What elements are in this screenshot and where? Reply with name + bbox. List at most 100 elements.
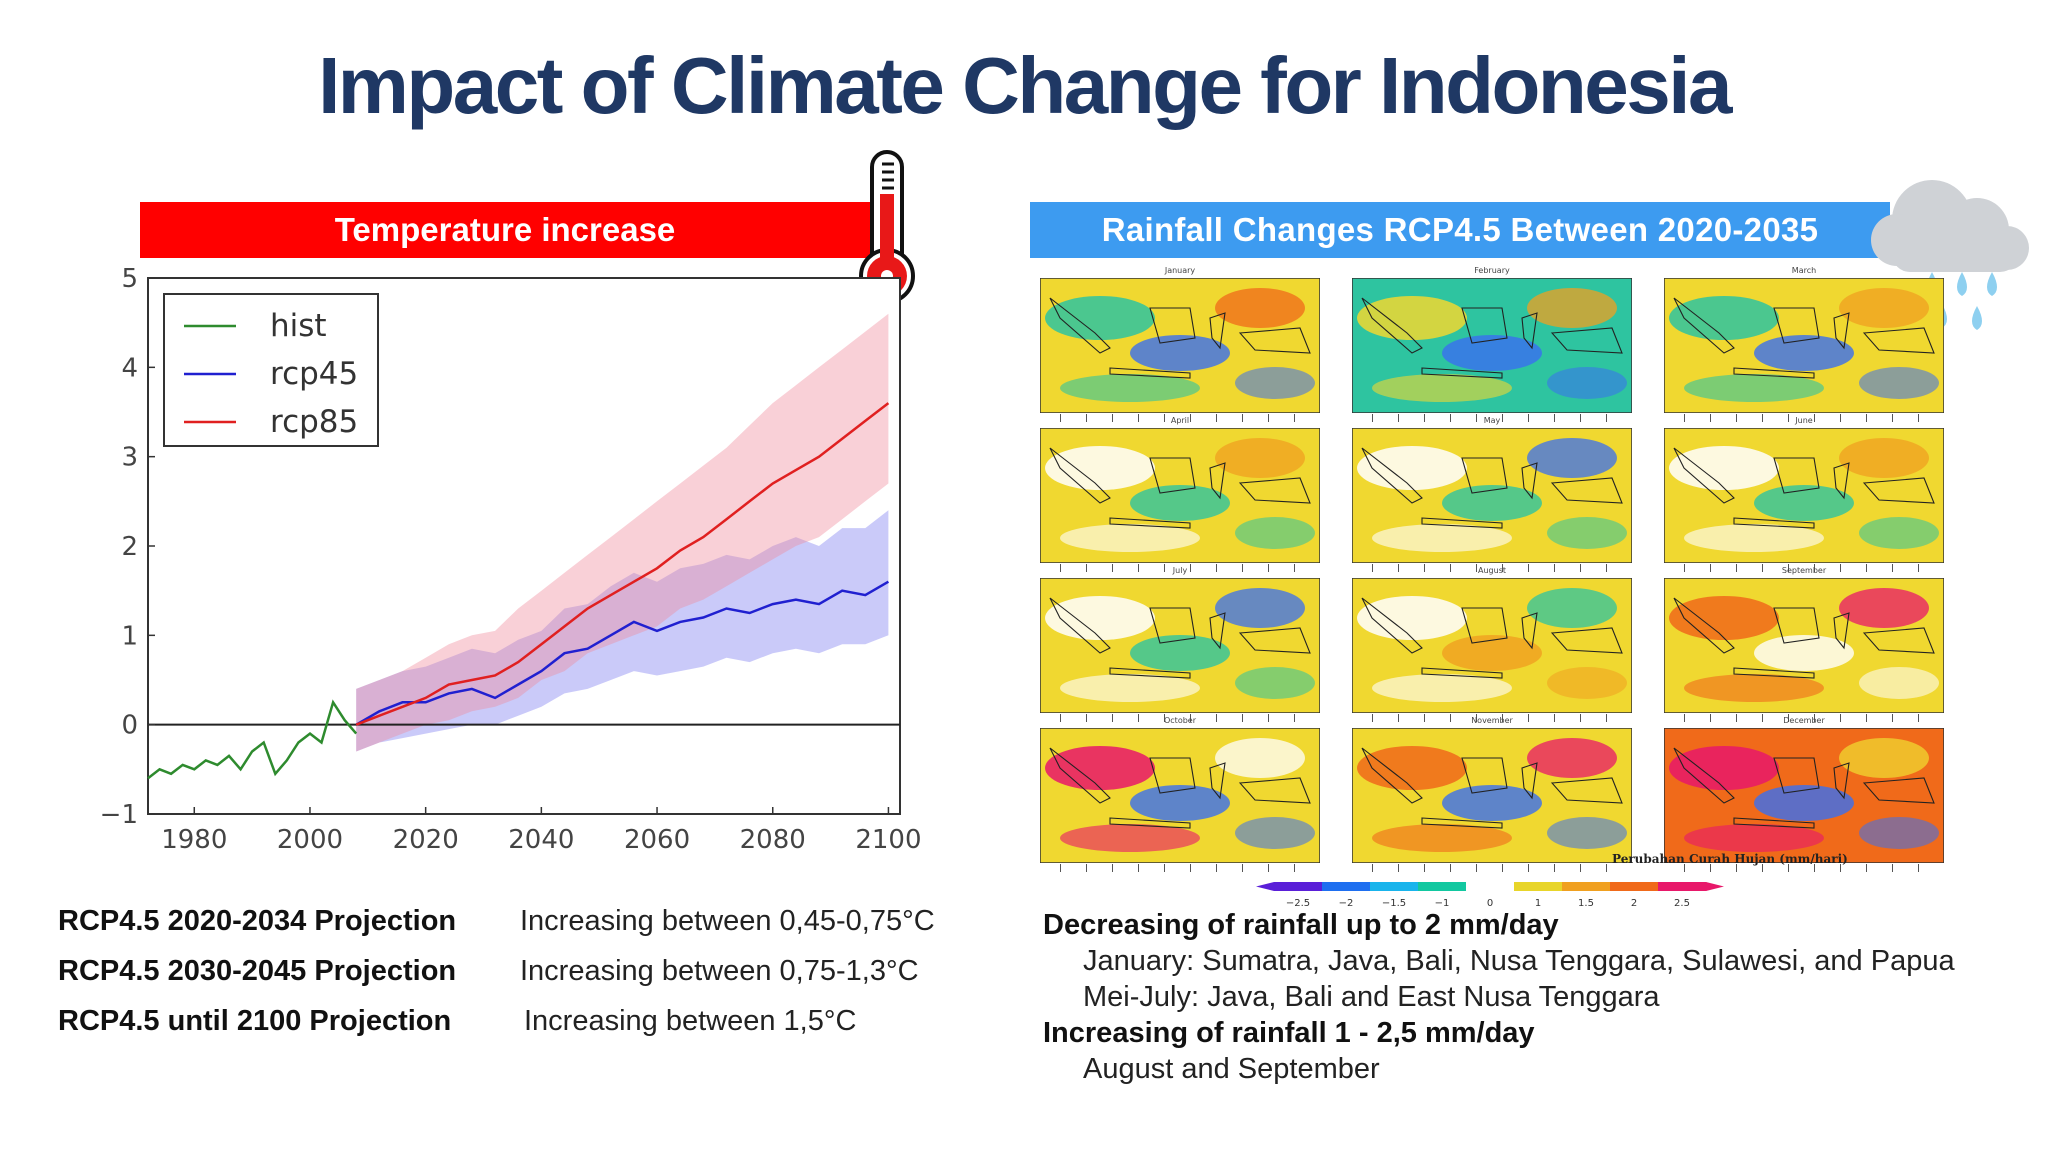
colorbar-segment: [1322, 882, 1371, 891]
temperature-chart: −1 0 1 2 3 4 5 1980 2000 2020 2040 2060 2080 2100 hi…: [100, 264, 922, 855]
projection-row: RCP4.5 2020-2034 Projection Increasing b…: [58, 905, 988, 955]
x-tick-label: 2040: [508, 825, 574, 855]
rainfall-decrease-heading: Decreasing of rainfall up to 2 mm/day: [1043, 909, 1559, 941]
series-line-rcp45: [355, 580, 890, 726]
colorbar-low-arrow: [1256, 882, 1274, 891]
colorbar-label: 0: [1487, 898, 1493, 909]
maps-caption: Perubahan Curah Hujan (mm/hari): [1612, 852, 1848, 866]
rainfall-map: [1663, 577, 1945, 714]
map-month-label: February: [1474, 266, 1510, 275]
y-tick-label: −1: [100, 800, 138, 830]
colorbar-segment: [1562, 882, 1611, 891]
y-tick-label: 0: [121, 711, 138, 741]
map-axis-ticks: [1060, 414, 1320, 422]
y-tick-label: 1: [121, 621, 138, 651]
map-axis-ticks: [1684, 564, 1944, 572]
map-axis-ticks: [1684, 714, 1944, 722]
y-tick-label: 4: [121, 353, 138, 383]
map-month-label: September: [1781, 566, 1827, 575]
map-month-label: November: [1471, 716, 1513, 725]
rainfall-map-panel: October: [1039, 716, 1321, 872]
rainfall-map: [1663, 727, 1945, 864]
rainfall-map-panel: November: [1351, 716, 1633, 872]
colorbar-segment: [1514, 882, 1563, 891]
rainfall-decrease-item: January: Sumatra, Java, Bali, Nusa Tengg…: [1083, 945, 1955, 977]
rainfall-map: [1039, 577, 1321, 714]
rain-cloud-icon: [1871, 180, 2029, 330]
projection-table: RCP4.5 2020-2034 Projection Increasing b…: [58, 905, 988, 1055]
rainfall-map-panel: May: [1351, 416, 1633, 572]
x-tick-label: 2060: [624, 825, 690, 855]
y-tick-label: 2: [121, 532, 138, 562]
colorbar-label: −2: [1339, 898, 1354, 909]
y-tick-label: 3: [121, 443, 138, 473]
rainfall-map-panel: June: [1663, 416, 1945, 572]
map-month-label: April: [1170, 416, 1190, 425]
colorbar-segment: [1418, 882, 1467, 891]
colorbar-label: 2: [1631, 898, 1637, 909]
x-tick-label: 2080: [740, 825, 806, 855]
x-tick-label: 1980: [161, 825, 227, 855]
rainfall-map: [1351, 277, 1633, 414]
map-axis-ticks: [1684, 864, 1944, 872]
rainfall-map-panel: March: [1663, 266, 1945, 422]
rainfall-increase-heading: Increasing of rainfall 1 - 2,5 mm/day: [1043, 1017, 1535, 1049]
rainfall-map: [1039, 727, 1321, 864]
rainfall-maps-grid: January February March: [1030, 266, 1950, 872]
rainfall-header: Rainfall Changes RCP4.5 Between 2020-203…: [1030, 202, 1890, 258]
rainfall-map-panel: February: [1351, 266, 1633, 422]
map-axis-ticks: [1060, 564, 1320, 572]
projection-value: Increasing between 0,45-0,75°C: [520, 905, 935, 937]
rainfall-map: [1663, 427, 1945, 564]
projection-label: RCP4.5 until 2100 Projection: [58, 1005, 452, 1037]
rainfall-map-panel: September: [1663, 566, 1945, 722]
rainfall-map: [1351, 577, 1633, 714]
map-axis-ticks: [1372, 564, 1632, 572]
projection-label: RCP4.5 2030-2045 Projection: [58, 955, 457, 987]
colorbar-high-arrow: [1706, 882, 1724, 891]
colorbar-segment: [1658, 882, 1707, 891]
x-tick-label: 2020: [393, 825, 459, 855]
rainfall-increase-item: August and September: [1083, 1053, 1380, 1085]
colorbar-label: 2.5: [1674, 898, 1690, 909]
rainfall-map: [1663, 277, 1945, 414]
y-tick-label: 5: [121, 264, 138, 294]
series-line-hist: [147, 699, 358, 780]
temperature-header: Temperature increase: [140, 202, 870, 258]
projection-value: Increasing between 1,5°C: [524, 1005, 857, 1037]
rainfall-map-panel: January: [1039, 266, 1321, 422]
legend-label-rcp45: rcp45: [270, 356, 358, 392]
map-month-label: January: [1164, 266, 1196, 275]
projection-value: Increasing between 0,75-1,3°C: [520, 955, 919, 987]
map-month-label: May: [1483, 416, 1501, 425]
map-month-label: August: [1478, 566, 1506, 575]
map-axis-ticks: [1372, 864, 1632, 872]
rainfall-map: [1039, 277, 1321, 414]
colorbar-segment: [1466, 882, 1515, 891]
legend-label-hist: hist: [270, 308, 327, 344]
projection-row: RCP4.5 2030-2045 Projection Increasing b…: [58, 955, 988, 1005]
rainfall-notes: Decreasing of rainfall up to 2 mm/day Ja…: [1043, 907, 2033, 1087]
legend-label-rcp85: rcp85: [270, 404, 358, 440]
colorbar-segment: [1610, 882, 1659, 891]
rainfall-map-panel: July: [1039, 566, 1321, 722]
rainfall-colorbar: −2.5 −2 −1.5 −1 0 1 1.5 2 2.5: [1256, 882, 1724, 909]
rainfall-map-panel: April: [1039, 416, 1321, 572]
projection-label: RCP4.5 2020-2034 Projection: [58, 905, 457, 937]
rainfall-map: [1039, 427, 1321, 564]
band-rcp45: [356, 510, 889, 752]
map-month-label: December: [1783, 716, 1825, 725]
rainfall-map-panel: December: [1663, 716, 1945, 872]
page-title: Impact of Climate Change for Indonesia: [318, 41, 1732, 130]
rainfall-map-panel: August: [1351, 566, 1633, 722]
colorbar-label: −1.5: [1382, 898, 1406, 909]
rainfall-map: [1351, 727, 1633, 864]
band-rcp85: [356, 313, 889, 752]
map-axis-ticks: [1372, 714, 1632, 722]
chart-legend: hist rcp45 rcp85: [163, 293, 379, 447]
colorbar-label: 1: [1535, 898, 1541, 909]
colorbar-segment: [1274, 882, 1323, 891]
map-month-label: June: [1795, 416, 1813, 425]
projection-row: RCP4.5 until 2100 Projection Increasing …: [58, 1005, 988, 1055]
map-month-label: July: [1172, 566, 1188, 575]
